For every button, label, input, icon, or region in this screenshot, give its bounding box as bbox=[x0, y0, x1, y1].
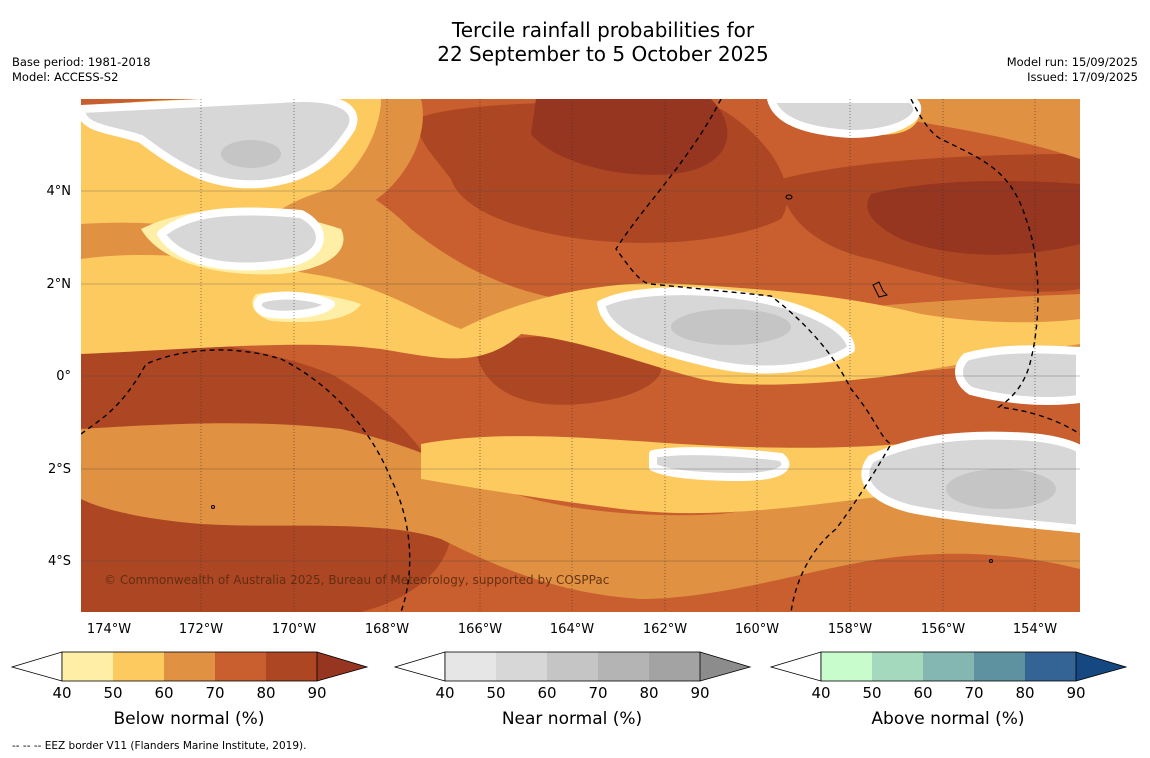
near-region-north-center bbox=[157, 207, 324, 271]
colorbar-near-80 bbox=[649, 652, 700, 681]
lon-label-170w: 170°W bbox=[271, 622, 317, 637]
tick-above-80: 80 bbox=[1015, 684, 1035, 702]
issued-date: Issued: 17/09/2025 bbox=[1027, 70, 1138, 84]
lon-label-164w: 164°W bbox=[549, 622, 595, 637]
model-run: Model run: 15/09/2025 bbox=[1006, 55, 1138, 69]
lat-label-2s: 2°S bbox=[47, 462, 71, 477]
near-region-central-core bbox=[671, 309, 791, 345]
lon-label-172w: 172°W bbox=[178, 622, 224, 637]
eez-borders bbox=[81, 99, 1080, 612]
colorbar-near-low-extend bbox=[394, 651, 446, 682]
colorbar-near-40 bbox=[445, 652, 496, 681]
near-region-north-small bbox=[253, 291, 335, 319]
meta-right: Model run: 15/09/2025 Issued: 17/09/2025 bbox=[1007, 55, 1138, 85]
colorbar-above-40 bbox=[821, 652, 872, 681]
near-normal-inner bbox=[221, 140, 1056, 509]
below-90-region-east bbox=[867, 181, 1080, 255]
map-title: Tercile rainfall probabilities for 22 Se… bbox=[0, 18, 1150, 66]
colorbar-below-80 bbox=[266, 652, 317, 681]
lat-label-4s: 4°S bbox=[47, 554, 71, 569]
tick-above-60: 60 bbox=[913, 684, 933, 702]
tick-near-60: 60 bbox=[537, 684, 557, 702]
colorbar-above-60 bbox=[923, 652, 974, 681]
lon-label-154w: 154°W bbox=[1012, 622, 1058, 637]
colorbar-near-70 bbox=[598, 652, 649, 681]
tick-below-50: 50 bbox=[103, 684, 123, 702]
eez-border-east bbox=[910, 99, 1080, 435]
lon-label-162w: 162°W bbox=[642, 622, 688, 637]
lon-label-174w: 174°W bbox=[86, 622, 132, 637]
colorbar-above-80 bbox=[1025, 652, 1076, 681]
colorbar-near-high-extend bbox=[700, 652, 750, 681]
near-region-east bbox=[955, 345, 1080, 406]
colorbar-below-70 bbox=[215, 652, 266, 681]
lat-label-2n: 2°N bbox=[46, 277, 72, 292]
tick-below-60: 60 bbox=[154, 684, 174, 702]
island-2 bbox=[872, 281, 888, 298]
meta-left: Base period: 1981-2018 Model: ACCESS-S2 bbox=[12, 55, 151, 85]
tick-near-70: 70 bbox=[588, 684, 608, 702]
tick-above-40: 40 bbox=[811, 684, 831, 702]
colorbar-below-60 bbox=[164, 652, 215, 681]
colorbar-near-label: Near normal (%) bbox=[501, 709, 643, 729]
colorbar-below bbox=[11, 651, 369, 682]
colorbar-below-50 bbox=[113, 652, 164, 681]
base-period: Base period: 1981-2018 bbox=[12, 55, 151, 69]
eez-border-west bbox=[81, 349, 411, 612]
colorbar-near bbox=[394, 651, 752, 682]
tick-below-80: 80 bbox=[256, 684, 276, 702]
colorbar-above bbox=[770, 651, 1128, 682]
lat-label-4n: 4°N bbox=[46, 184, 72, 199]
colorbar-above-70 bbox=[974, 652, 1025, 681]
tick-near-40: 40 bbox=[435, 684, 455, 702]
colorbar-below-label: Below normal (%) bbox=[113, 709, 265, 729]
lon-label-158w: 158°W bbox=[827, 622, 873, 637]
parallels bbox=[81, 190, 1080, 562]
probability-map bbox=[81, 99, 1080, 612]
island-3 bbox=[211, 505, 215, 509]
colorbar-below-low-extend bbox=[11, 651, 63, 682]
copyright-notice: © Commonwealth of Australia 2025, Bureau… bbox=[104, 573, 610, 587]
lon-label-168w: 168°W bbox=[364, 622, 410, 637]
tick-below-70: 70 bbox=[205, 684, 225, 702]
colorbar-near-60 bbox=[547, 652, 598, 681]
title-line-1: Tercile rainfall probabilities for bbox=[451, 18, 755, 42]
colorbar-above-50 bbox=[872, 652, 923, 681]
tick-near-50: 50 bbox=[486, 684, 506, 702]
near-region-southeast-core bbox=[946, 469, 1056, 509]
colorbar-above-low-extend bbox=[770, 651, 822, 682]
lon-label-166w: 166°W bbox=[457, 622, 503, 637]
island-4 bbox=[989, 559, 993, 563]
eez-footnote: -- -- -- EEZ border V11 (Flanders Marine… bbox=[12, 740, 307, 752]
tick-below-40: 40 bbox=[52, 684, 72, 702]
colorbar-near-50 bbox=[496, 652, 547, 681]
colorbar-below-high-extend bbox=[317, 652, 367, 681]
below-90-region-north bbox=[531, 99, 728, 175]
near-region-north-west-core bbox=[221, 140, 281, 168]
lon-label-156w: 156°W bbox=[920, 622, 966, 637]
islands bbox=[211, 194, 993, 563]
colorbar-above-high-extend bbox=[1076, 652, 1126, 681]
tick-near-80: 80 bbox=[639, 684, 659, 702]
tick-above-90: 90 bbox=[1066, 684, 1086, 702]
colorbar-above-label: Above normal (%) bbox=[871, 709, 1025, 729]
island-1 bbox=[785, 194, 793, 200]
near-region-north-west bbox=[81, 99, 358, 189]
lat-label-0: 0° bbox=[56, 369, 71, 384]
colorbar-below-40 bbox=[62, 652, 113, 681]
title-line-2: 22 September to 5 October 2025 bbox=[437, 42, 769, 66]
eez-border-north bbox=[615, 99, 892, 612]
tick-near-90: 90 bbox=[690, 684, 710, 702]
tick-above-70: 70 bbox=[964, 684, 984, 702]
near-region-south bbox=[649, 447, 790, 481]
model-name: Model: ACCESS-S2 bbox=[12, 70, 119, 84]
tick-above-50: 50 bbox=[862, 684, 882, 702]
below-60-band-south bbox=[81, 423, 1080, 599]
lon-label-160w: 160°W bbox=[734, 622, 780, 637]
tick-below-90: 90 bbox=[307, 684, 327, 702]
